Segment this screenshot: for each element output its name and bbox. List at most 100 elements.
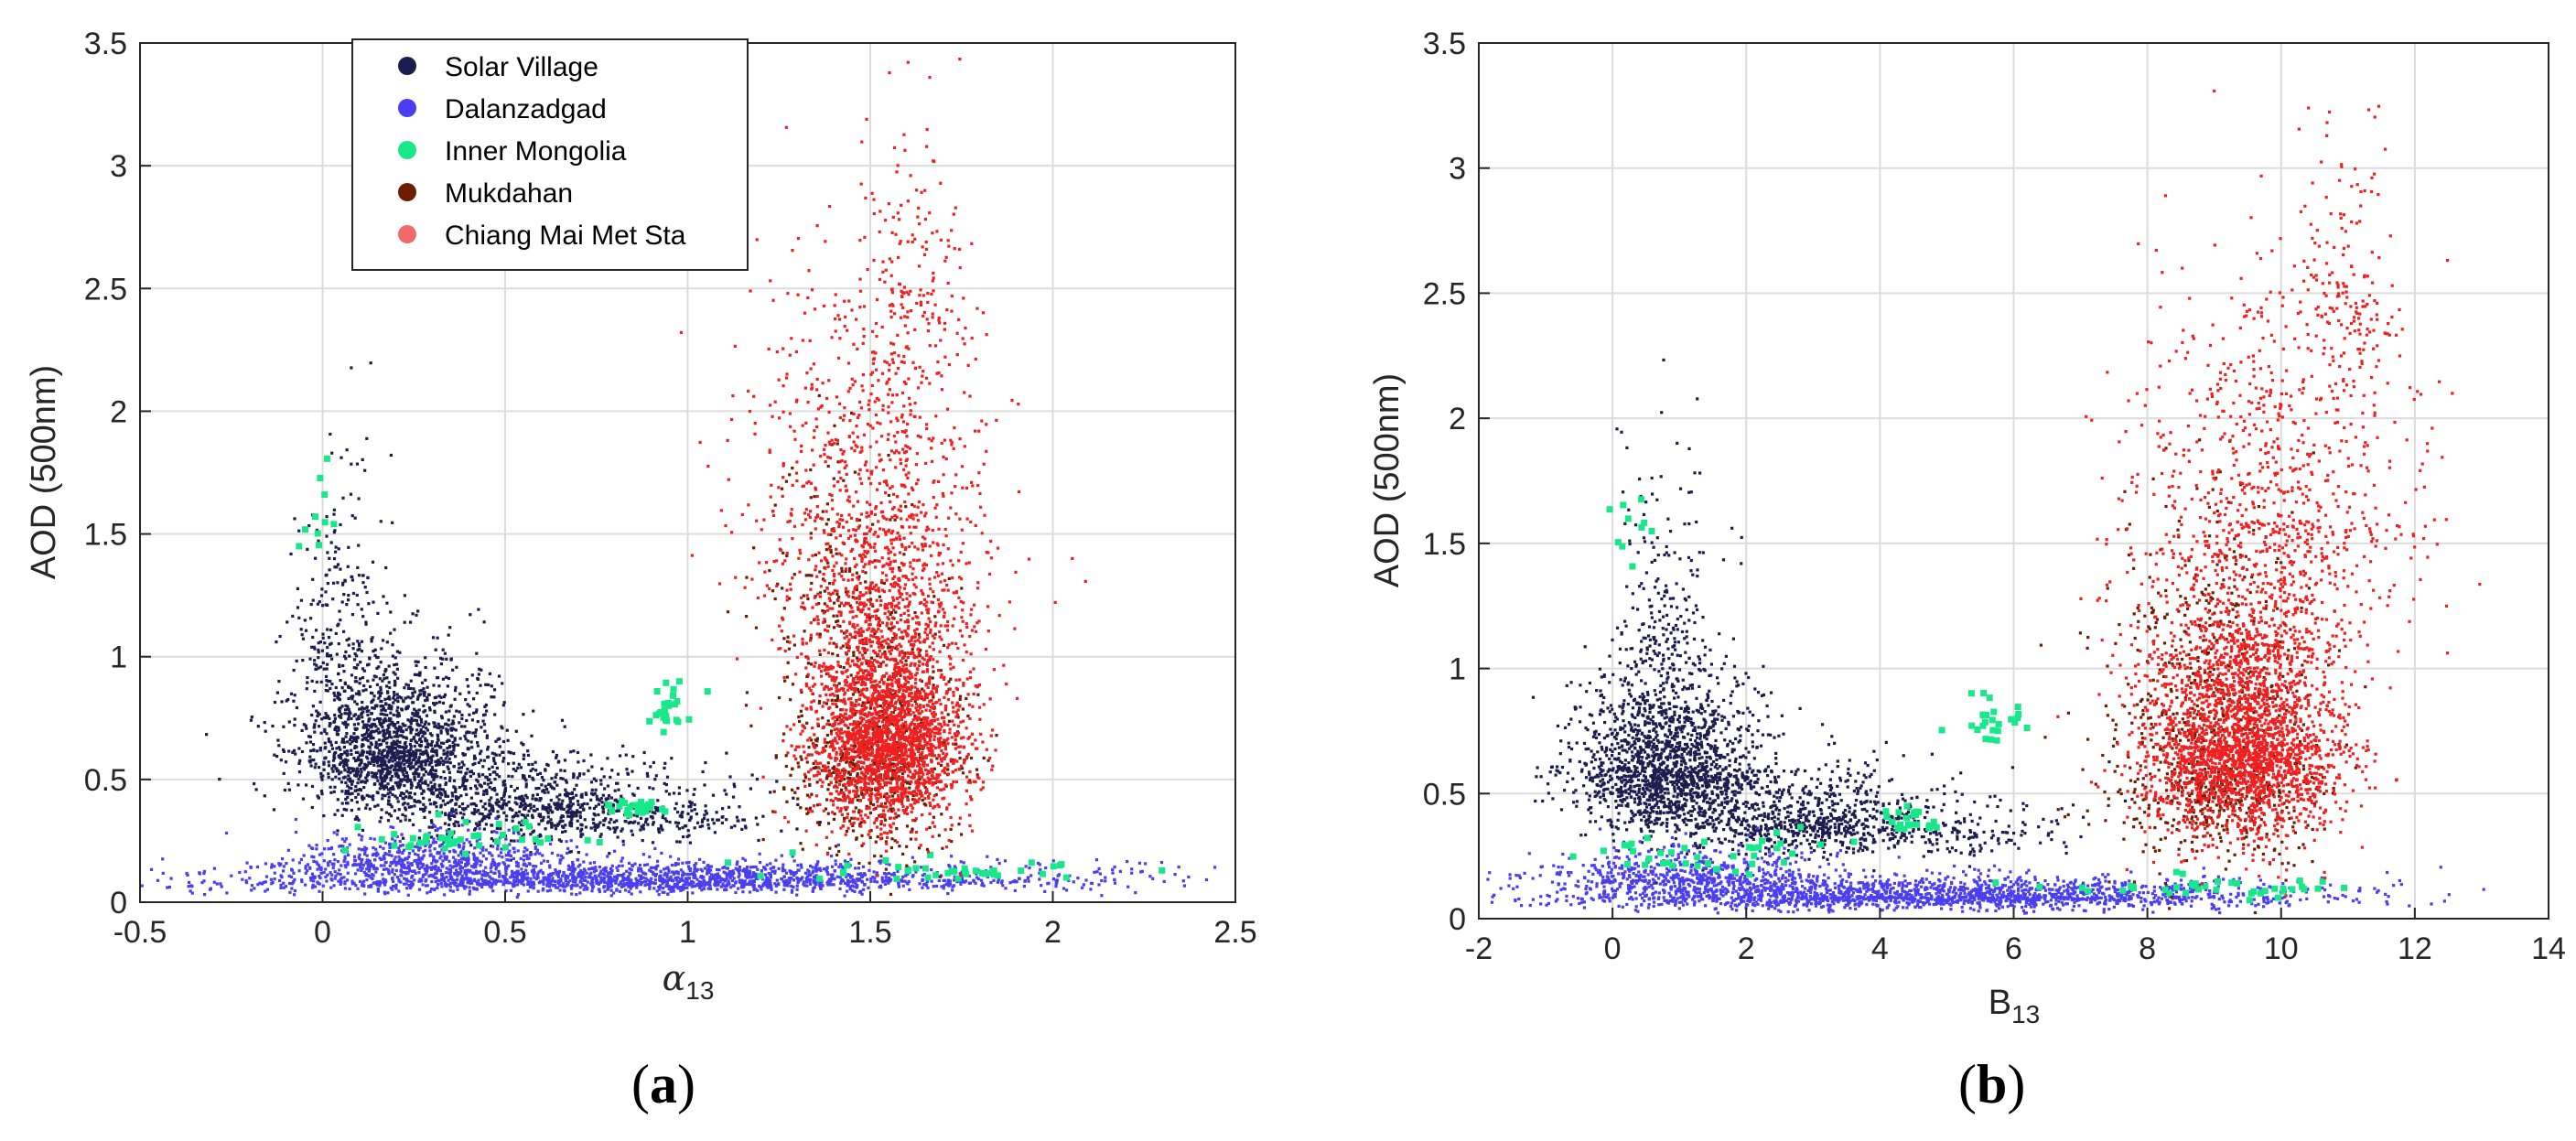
data-point xyxy=(687,805,691,809)
data-point xyxy=(953,875,956,878)
data-point xyxy=(536,772,540,776)
data-point xyxy=(315,528,318,532)
data-point xyxy=(409,696,413,700)
data-point xyxy=(340,790,344,793)
data-point xyxy=(454,808,458,812)
data-point xyxy=(485,791,489,796)
data-point xyxy=(399,874,403,877)
data-point xyxy=(339,567,342,571)
data-point xyxy=(439,731,443,735)
data-point xyxy=(587,867,591,871)
data-point xyxy=(412,737,415,740)
data-point xyxy=(330,747,335,750)
data-point xyxy=(859,872,863,876)
data-point xyxy=(350,770,355,773)
data-point xyxy=(570,797,574,801)
data-point xyxy=(460,784,465,788)
data-point xyxy=(493,752,497,756)
data-point xyxy=(187,885,190,888)
data-point xyxy=(369,737,372,740)
data-point xyxy=(756,867,760,871)
data-point xyxy=(462,877,466,881)
data-point xyxy=(501,875,505,878)
data-point xyxy=(538,852,542,856)
data-point xyxy=(467,879,470,883)
data-point xyxy=(393,656,397,660)
data-point xyxy=(403,620,406,624)
data-point xyxy=(534,809,537,813)
data-point xyxy=(615,809,619,813)
data-point xyxy=(374,743,378,747)
data-point xyxy=(393,794,397,798)
data-point xyxy=(608,876,611,879)
data-point xyxy=(754,816,758,820)
data-point xyxy=(327,864,330,867)
data-point xyxy=(212,880,216,884)
data-point xyxy=(479,759,482,762)
data-point xyxy=(427,763,431,767)
data-point xyxy=(818,882,822,886)
data-point xyxy=(830,865,835,868)
data-point xyxy=(582,888,586,891)
data-point xyxy=(379,712,383,716)
data-point xyxy=(342,746,346,749)
data-point xyxy=(383,784,387,788)
data-point xyxy=(292,871,296,875)
data-point xyxy=(465,678,469,682)
data-point xyxy=(483,705,487,708)
data-point xyxy=(238,870,242,875)
data-point xyxy=(395,667,399,671)
data-point xyxy=(390,722,393,726)
data-point xyxy=(304,883,307,887)
data-point xyxy=(451,881,455,885)
data-point xyxy=(459,883,463,887)
data-point xyxy=(406,879,410,883)
data-point xyxy=(424,844,427,848)
data-point xyxy=(341,740,345,744)
data-point xyxy=(889,877,893,881)
data-point xyxy=(725,867,728,870)
data-point xyxy=(411,849,415,853)
data-point xyxy=(579,868,583,873)
data-point xyxy=(658,888,662,891)
data-point xyxy=(855,877,858,881)
data-point xyxy=(353,746,357,749)
data-point xyxy=(612,891,616,895)
data-point xyxy=(634,877,638,880)
data-point xyxy=(512,768,515,771)
data-point xyxy=(336,798,340,802)
data-point xyxy=(848,880,852,884)
data-point xyxy=(814,866,818,869)
data-point xyxy=(475,810,479,813)
data-point xyxy=(424,761,427,765)
data-point xyxy=(664,783,668,787)
data-point xyxy=(372,772,376,776)
data-point xyxy=(389,770,393,774)
data-point xyxy=(720,815,724,819)
data-point xyxy=(615,866,619,869)
data-point xyxy=(605,869,609,873)
data-point xyxy=(280,700,284,704)
data-point xyxy=(612,826,616,830)
data-point xyxy=(521,803,524,807)
data-point xyxy=(371,706,374,710)
data-point xyxy=(420,781,424,785)
data-point xyxy=(549,805,553,809)
data-point xyxy=(325,714,329,717)
data-point xyxy=(478,823,481,827)
data-point xyxy=(431,747,435,750)
data-point xyxy=(406,802,410,806)
data-point xyxy=(515,864,519,867)
data-point xyxy=(637,878,641,883)
data-point xyxy=(526,753,531,757)
data-point xyxy=(529,802,533,806)
data-point xyxy=(437,722,440,726)
data-point xyxy=(250,716,253,719)
data-point xyxy=(444,883,447,888)
data-point xyxy=(717,868,721,872)
data-point xyxy=(328,556,331,560)
data-point xyxy=(980,878,984,882)
data-point xyxy=(579,829,583,833)
data-point xyxy=(300,633,304,637)
data-point xyxy=(390,741,393,745)
